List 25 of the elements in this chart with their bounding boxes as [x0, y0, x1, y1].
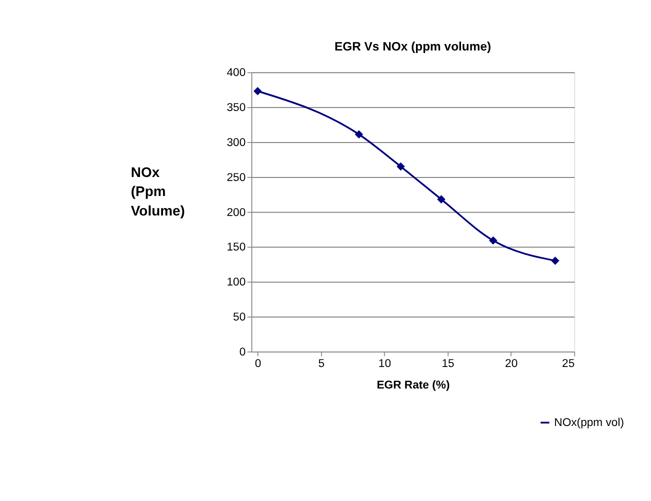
x-tick-label: 0 [254, 358, 262, 370]
x-tick-label: 20 [505, 358, 518, 370]
y-axis-title: NOx (Ppm Volume) [130, 164, 185, 218]
x-tick-label: 10 [378, 358, 392, 370]
y-tick-label: 300 [226, 137, 246, 149]
point [437, 195, 446, 204]
x-tick-label: 25 [562, 358, 575, 370]
point [354, 130, 364, 139]
y-tick-label: 350 [226, 102, 246, 114]
x-axis-title: EGR Rate (%) [376, 380, 450, 392]
y-tick-label: 150 [226, 242, 246, 254]
legend-label: NOx(ppm vol) [554, 417, 624, 430]
x-tick-label: 5 [318, 358, 325, 370]
point [489, 236, 498, 245]
y-tick-label: 400 [226, 67, 246, 80]
point [551, 256, 560, 265]
y-tick-label: 0 [239, 346, 246, 358]
chart-title: EGR Vs NOx (ppm volume) [334, 39, 492, 54]
y-tick-label: 100 [226, 276, 246, 289]
x-tick-label: 15 [442, 358, 454, 370]
y-tick-label: 200 [226, 206, 246, 219]
y-tick-label: 250 [226, 172, 246, 184]
y-tick-label: 50 [233, 312, 246, 324]
point [396, 162, 405, 171]
point [254, 86, 262, 96]
